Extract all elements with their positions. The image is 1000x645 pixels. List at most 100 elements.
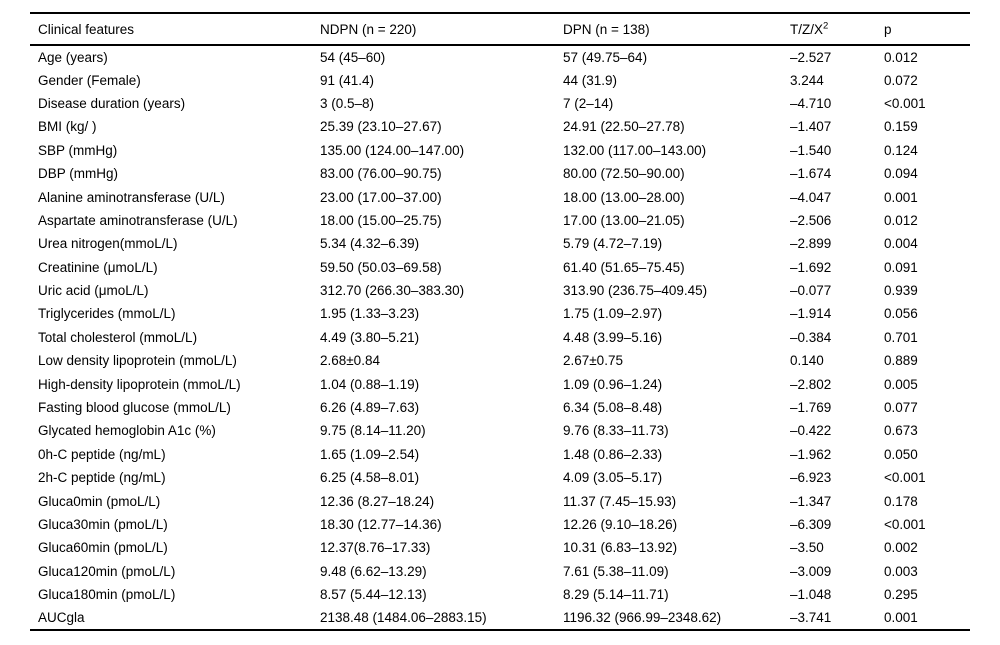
cell-ndpn-value: 9.48 (6.62–13.29) [320,563,427,579]
cell-ndpn-value: 6.26 (4.89–7.63) [320,400,420,416]
cell-p-value: 0.001 [884,610,918,626]
cell-p-value: 0.012 [884,49,918,65]
table-row: Gender (Female) 91 (41.4) 44 (31.9) 3.24… [30,68,970,91]
cell-ndpn-value: 312.70 (266.30–383.30) [320,283,465,299]
cell-clinical-feature: 2h-C peptide (ng/mL) [38,470,166,486]
cell-clinical-feature: Creatinine (μmoL/L) [38,259,158,275]
cell-ndpn-value: 5.34 (4.32–6.39) [320,236,420,252]
cell-p-value: 0.673 [884,423,918,439]
col-header-statistic: T/Z/X2 [790,13,884,46]
cell-p-value: 0.939 [884,283,918,299]
cell-statistic-value: –1.674 [790,166,832,182]
col-header-clinical-features: Clinical features [30,13,320,46]
cell-ndpn-value: 25.39 (23.10–27.67) [320,119,442,135]
cell-ndpn-value: 59.50 (50.03–69.58) [320,259,442,275]
cell-clinical-feature: Total cholesterol (mmoL/L) [38,329,198,345]
cell-statistic-value: –1.407 [790,119,832,135]
cell-p-value: 0.012 [884,212,918,228]
cell-clinical-feature: Alanine aminotransferase (U/L) [38,189,225,205]
cell-clinical-feature: SBP (mmHg) [38,142,118,158]
table-row: Glycated hemoglobin A1c (%) 9.75 (8.14–1… [30,419,970,442]
cell-ndpn-value: 18.00 (15.00–25.75) [320,212,442,228]
cell-ndpn-value: 12.37(8.76–17.33) [320,540,431,556]
cell-ndpn-value: 4.49 (3.80–5.21) [320,329,420,345]
cell-dpn-value: 44 (31.9) [563,72,618,88]
cell-p-value: 0.056 [884,306,918,322]
cell-statistic-value: –0.384 [790,329,832,345]
cell-statistic-value: 0.140 [790,353,824,369]
cell-dpn-value: 10.31 (6.83–13.92) [563,540,678,556]
cell-p-value: 0.178 [884,493,918,509]
cell-ndpn-value: 2.68±0.84 [320,353,380,369]
cell-dpn-value: 1.75 (1.09–2.97) [563,306,663,322]
cell-statistic-value: –1.769 [790,400,832,416]
cell-p-value: 0.003 [884,563,918,579]
cell-statistic-value: –2.506 [790,212,832,228]
cell-dpn-value: 7 (2–14) [563,95,614,111]
cell-dpn-value: 8.29 (5.14–11.71) [563,587,669,603]
cell-ndpn-value: 1.95 (1.33–3.23) [320,306,420,322]
col-header-ndpn: NDPN (n = 220) [320,13,563,46]
cell-p-value: 0.001 [884,189,918,205]
cell-p-value: 0.701 [884,329,918,345]
cell-p-value: 0.004 [884,236,918,252]
header-row: Clinical features NDPN (n = 220) DPN (n … [30,13,970,46]
cell-p-value: 0.159 [884,119,918,135]
cell-dpn-value: 80.00 (72.50–90.00) [563,166,685,182]
cell-dpn-value: 7.61 (5.38–11.09) [563,563,669,579]
cell-dpn-value: 132.00 (117.00–143.00) [563,142,707,158]
cell-dpn-value: 18.00 (13.00–28.00) [563,189,685,205]
cell-ndpn-value: 18.30 (12.77–14.36) [320,517,442,532]
table-row: Urea nitrogen(mmoL/L) 5.34 (4.32–6.39) 5… [30,232,970,255]
cell-ndpn-value: 6.25 (4.58–8.01) [320,470,420,486]
cell-p-value: <0.001 [884,95,926,111]
cell-dpn-value: 2.67±0.75 [563,353,623,369]
cell-ndpn-value: 1.65 (1.09–2.54) [320,446,420,462]
table-row: Gluca0min (pmoL/L) 12.36 (8.27–18.24) 11… [30,489,970,512]
cell-clinical-feature: Gluca60min (pmoL/L) [38,540,168,556]
cell-ndpn-value: 3 (0.5–8) [320,95,375,111]
cell-p-value: 0.124 [884,142,918,158]
cell-clinical-feature: Uric acid (μmoL/L) [38,283,149,299]
cell-p-value: 0.295 [884,587,918,603]
table-row: Creatinine (μmoL/L) 59.50 (50.03–69.58) … [30,256,970,279]
cell-p-value: 0.005 [884,376,918,392]
table-row: Fasting blood glucose (mmoL/L) 6.26 (4.8… [30,396,970,419]
table-row: Gluca180min (pmoL/L) 8.57 (5.44–12.13) 8… [30,583,970,606]
table-row: BMI (kg/ ) 25.39 (23.10–27.67) 24.91 (22… [30,115,970,138]
cell-clinical-feature: Triglycerides (mmoL/L) [38,306,176,322]
cell-statistic-value: –6.309 [790,517,832,532]
cell-ndpn-value: 2138.48 (1484.06–2883.15) [320,610,487,626]
cell-statistic-value: –4.047 [790,189,832,205]
cell-p-value: <0.001 [884,517,926,532]
table-row: Gluca30min (pmoL/L) 18.30 (12.77–14.36) … [30,513,970,536]
cell-dpn-value: 12.26 (9.10–18.26) [563,517,678,532]
table-row: Gluca60min (pmoL/L) 12.37(8.76–17.33) 10… [30,536,970,559]
cell-statistic-value: –1.540 [790,142,832,158]
cell-clinical-feature: BMI (kg/ ) [38,119,97,135]
cell-clinical-feature: Aspartate aminotransferase (U/L) [38,212,238,228]
cell-statistic-value: –2.899 [790,236,832,252]
cell-p-value: 0.002 [884,540,918,556]
cell-statistic-value: –0.422 [790,423,832,439]
cell-p-value: 0.077 [884,400,918,416]
table-row: Total cholesterol (mmoL/L) 4.49 (3.80–5.… [30,326,970,349]
cell-dpn-value: 11.37 (7.45–15.93) [563,493,677,509]
cell-ndpn-value: 9.75 (8.14–11.20) [320,423,426,439]
cell-dpn-value: 9.76 (8.33–11.73) [563,423,669,439]
table-row: Alanine aminotransferase (U/L) 23.00 (17… [30,185,970,208]
cell-dpn-value: 6.34 (5.08–8.48) [563,400,663,416]
statistic-superscript: 2 [823,20,829,31]
cell-statistic-value: –1.914 [790,306,832,322]
cell-clinical-feature: Gluca0min (pmoL/L) [38,493,161,509]
cell-clinical-feature: Gluca30min (pmoL/L) [38,517,168,532]
table-row: Uric acid (μmoL/L) 312.70 (266.30–383.30… [30,279,970,302]
cell-p-value: 0.072 [884,72,918,88]
cell-statistic-value: 3.244 [790,72,824,88]
statistic-label: T/Z/X [790,21,823,37]
cell-ndpn-value: 23.00 (17.00–37.00) [320,189,442,205]
table-row: High-density lipoprotein (mmoL/L) 1.04 (… [30,372,970,395]
cell-clinical-feature: Age (years) [38,49,108,65]
cell-ndpn-value: 8.57 (5.44–12.13) [320,587,427,603]
